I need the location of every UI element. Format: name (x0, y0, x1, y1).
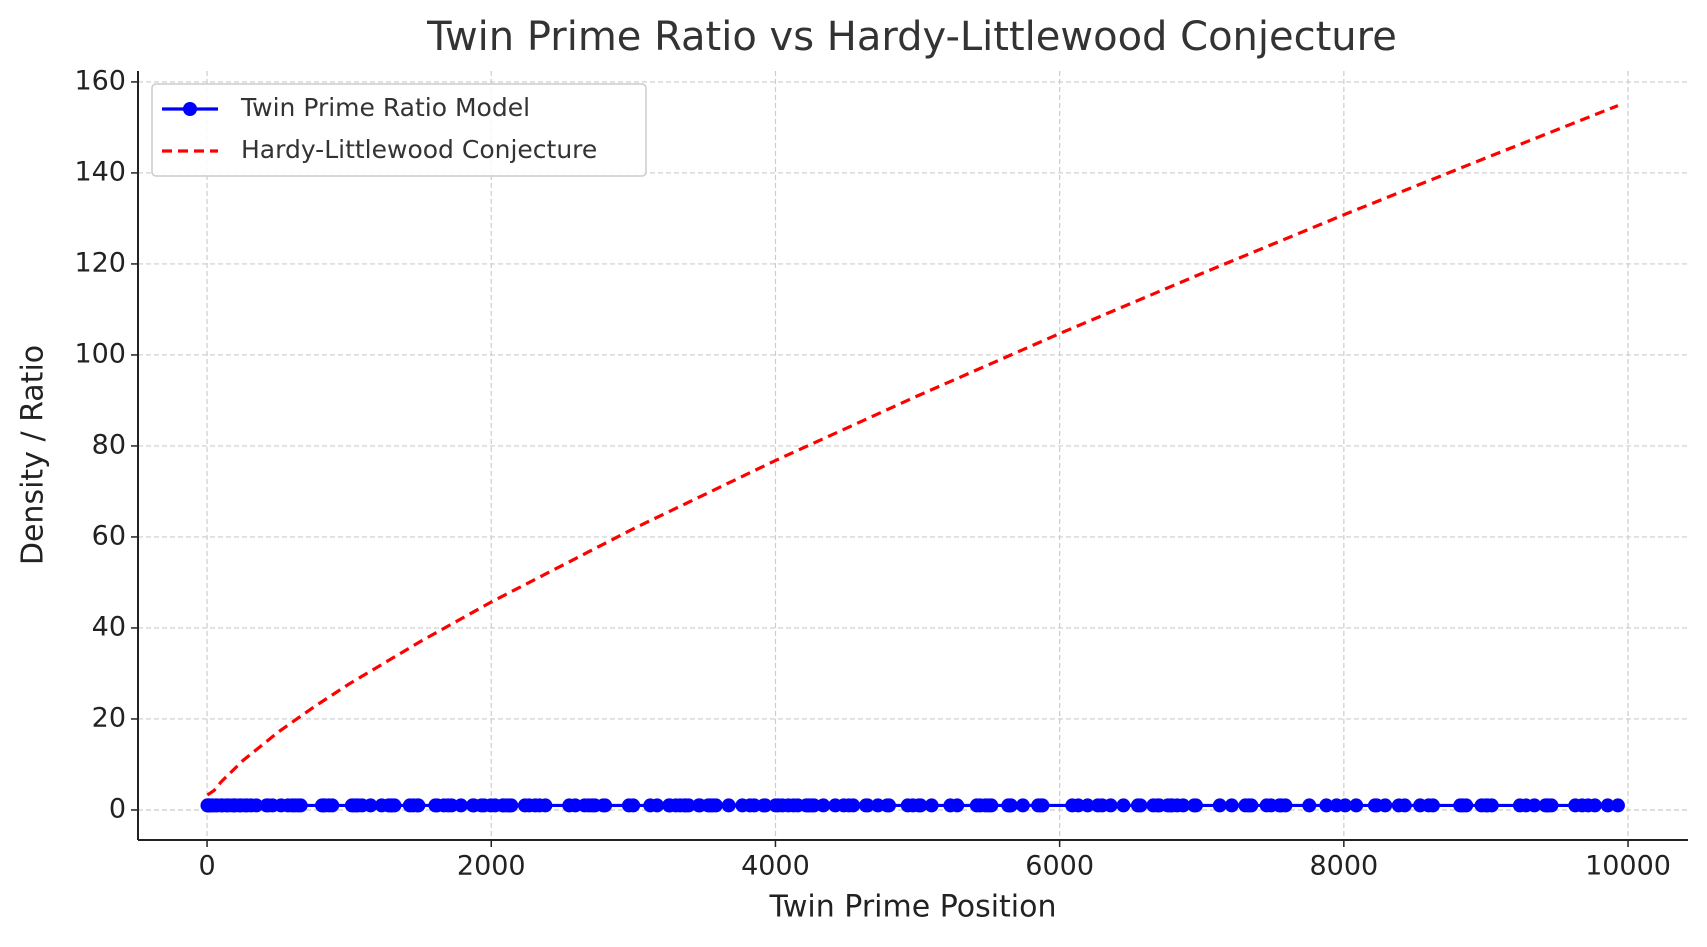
data-point (881, 798, 896, 813)
legend-label: Hardy-Littlewood Conjecture (241, 135, 597, 164)
data-point (1278, 798, 1293, 813)
data-point (1397, 798, 1412, 813)
y-tick-label: 100 (74, 338, 126, 369)
data-point (1176, 798, 1191, 813)
data-point (1338, 798, 1353, 813)
data-point (1302, 798, 1317, 813)
data-point (1015, 798, 1030, 813)
legend: Twin Prime Ratio Model Hardy-Littlewood C… (151, 83, 647, 177)
x-tick-label: 6000 (1025, 851, 1094, 882)
y-axis-label: Density / Ratio (16, 345, 51, 565)
data-point (846, 798, 861, 813)
data-point (758, 798, 773, 813)
x-tick-label: 8000 (1309, 851, 1378, 882)
data-point (1035, 798, 1050, 813)
data-point (1080, 798, 1095, 813)
data-point (1484, 798, 1499, 813)
data-point (860, 798, 875, 813)
y-tick-label: 40 (92, 611, 126, 642)
data-point (598, 798, 613, 813)
y-tick-label: 80 (92, 429, 126, 460)
x-axis-label: Twin Prime Position (768, 890, 1056, 925)
data-point (1378, 798, 1393, 813)
data-point (721, 798, 736, 813)
y-tick-label: 20 (92, 702, 126, 733)
data-point (708, 798, 723, 813)
data-point (650, 798, 665, 813)
data-point (1212, 798, 1227, 813)
data-point (1527, 798, 1542, 813)
legend-frame (151, 83, 647, 177)
data-point (538, 798, 553, 813)
data-point (325, 798, 340, 813)
data-point (1610, 798, 1625, 813)
data-point (249, 798, 264, 813)
data-point (387, 798, 402, 813)
chart-title: Twin Prime Ratio vs Hardy-Littlewood Con… (426, 14, 1397, 60)
data-point (1003, 798, 1018, 813)
data-point (504, 798, 519, 813)
data-point (1587, 798, 1602, 813)
data-point (984, 798, 999, 813)
series-line (206, 104, 1619, 797)
data-point (1224, 798, 1239, 813)
data-point (1544, 798, 1559, 813)
data-point (1319, 798, 1334, 813)
data-point (913, 798, 928, 813)
y-tick-label: 120 (74, 247, 126, 278)
x-tick-label: 10000 (1585, 851, 1671, 882)
x-tick-label: 4000 (741, 851, 810, 882)
data-point (1349, 798, 1364, 813)
data-point (626, 798, 641, 813)
y-tick-label: 140 (74, 156, 126, 187)
data-point (1459, 798, 1474, 813)
y-tick-label: 160 (74, 65, 126, 96)
data-point (816, 798, 831, 813)
y-tick-label: 0 (109, 793, 126, 824)
x-tick-label: 2000 (457, 851, 526, 882)
x-tick-label: 0 (198, 851, 215, 882)
data-point (1103, 798, 1118, 813)
data-point (1425, 798, 1440, 813)
data-point (1244, 798, 1259, 813)
data-point (681, 798, 696, 813)
data-point (411, 798, 426, 813)
data-point (293, 798, 308, 813)
data-point (1188, 798, 1203, 813)
data-point (1600, 798, 1615, 813)
data-point (950, 798, 965, 813)
data-point (453, 798, 468, 813)
data-point (1116, 798, 1131, 813)
data-point (1133, 798, 1148, 813)
legend-marker (183, 102, 197, 116)
data-point (924, 798, 939, 813)
y-tick-label: 60 (92, 520, 126, 551)
data-point (363, 798, 378, 813)
legend-label: Twin Prime Ratio Model (240, 93, 530, 122)
